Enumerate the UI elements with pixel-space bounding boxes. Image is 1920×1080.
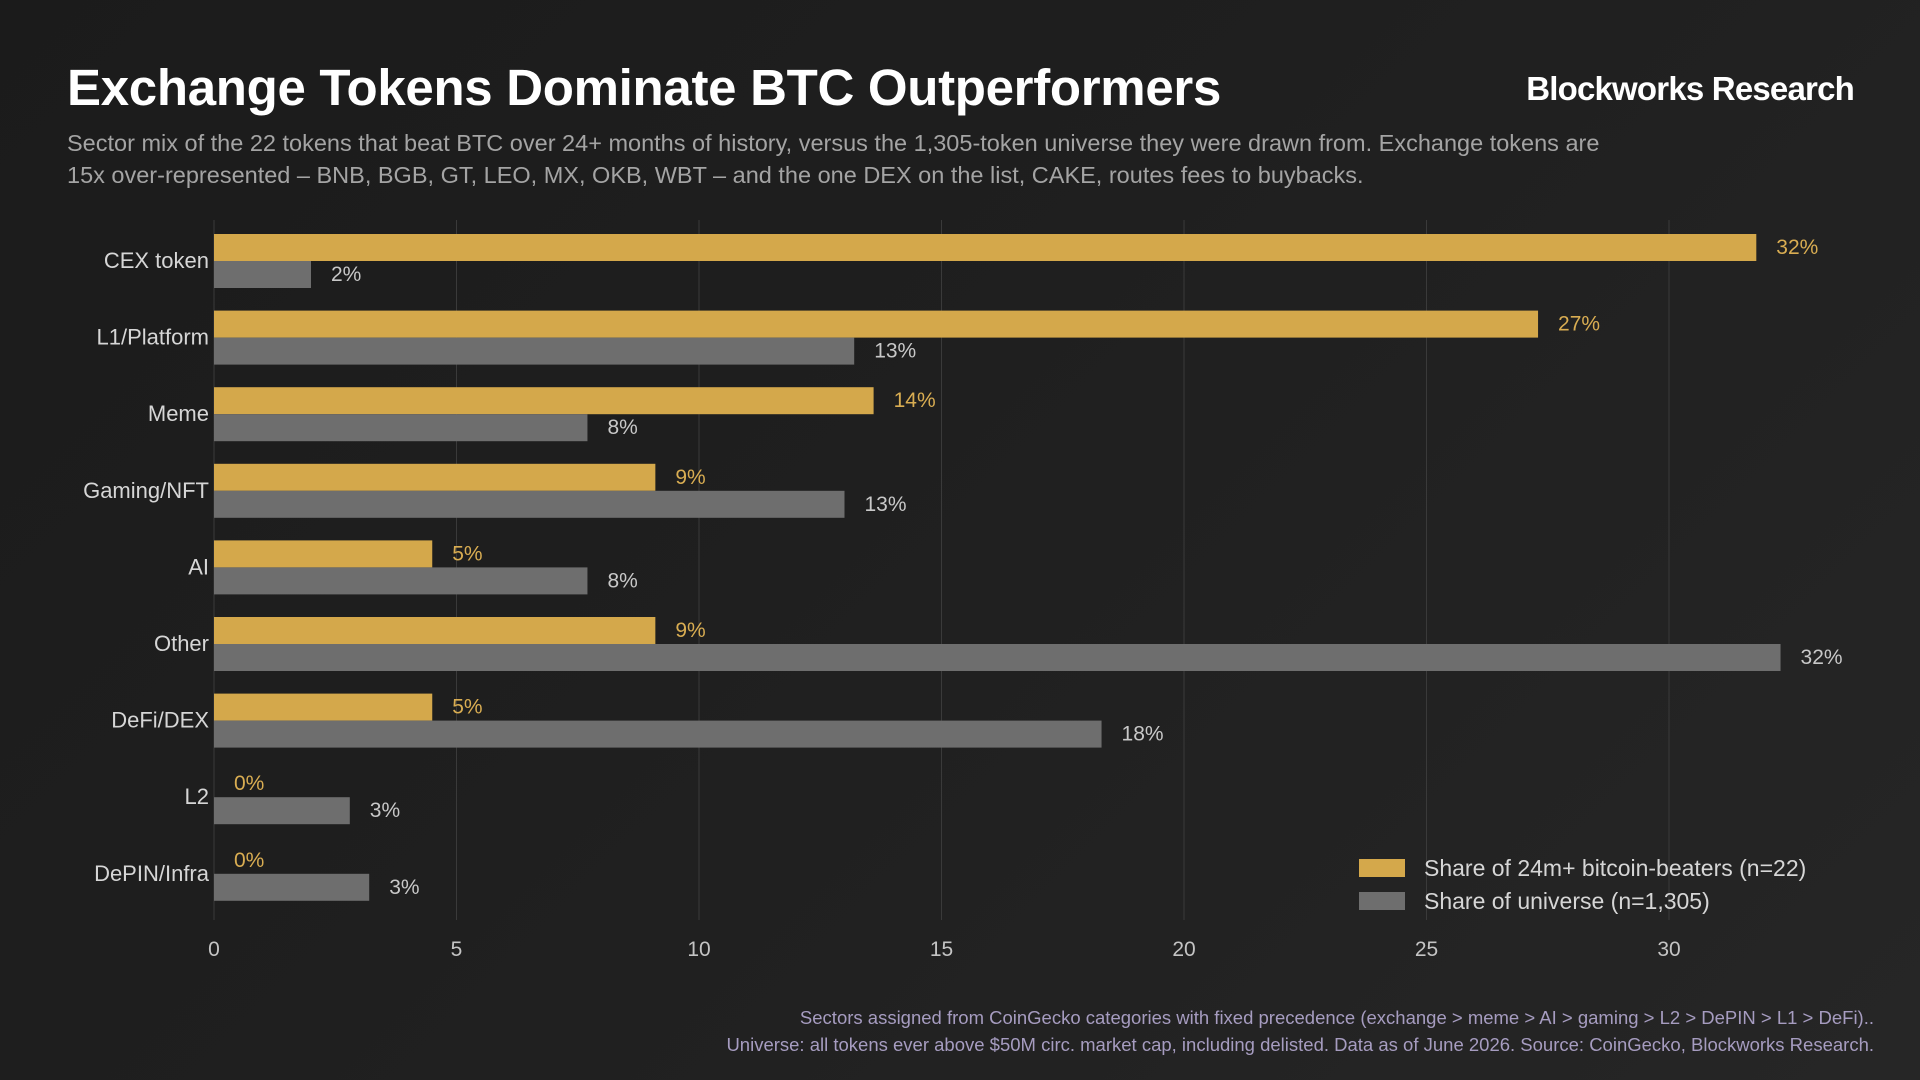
category-label: DeFi/DEX [111, 708, 209, 733]
bar-beaters-value-label: 14% [894, 389, 936, 412]
category-label: Meme [148, 401, 209, 426]
category-label: L1/Platform [97, 325, 210, 350]
bar-universe-value-label: 8% [607, 569, 637, 592]
bar-beaters-value-label: 0% [234, 772, 264, 795]
legend-label-beaters: Share of 24m+ bitcoin-beaters (n=22) [1424, 855, 1806, 881]
bar-universe [214, 644, 1781, 671]
bar-beaters [214, 617, 656, 644]
x-tick-label: 25 [1415, 938, 1438, 961]
bar-beaters-value-label: 5% [452, 542, 482, 565]
x-tick-label: 15 [930, 938, 953, 961]
legend-swatch-universe [1359, 892, 1405, 910]
bar-universe-value-label: 3% [389, 876, 419, 899]
x-tick-label: 20 [1172, 938, 1195, 961]
category-label: AI [188, 554, 209, 579]
bar-beaters-value-label: 9% [675, 619, 705, 642]
chart-subtitle: Sector mix of the 22 tokens that beat BT… [67, 130, 1600, 188]
category-label: Other [154, 631, 209, 656]
bar-universe-value-label: 13% [865, 493, 907, 516]
bar-universe [214, 414, 588, 442]
bar-universe-value-label: 2% [331, 263, 361, 286]
bar-beaters-value-label: 5% [452, 696, 482, 719]
legend-swatch-beaters [1359, 859, 1405, 877]
category-label: Gaming/NFT [83, 478, 209, 503]
bar-beaters [214, 387, 874, 415]
category-label: CEX token [104, 248, 209, 273]
bar-beaters [214, 234, 1757, 261]
x-tick-label: 10 [687, 938, 710, 961]
category-label: DePIN/Infra [94, 861, 210, 886]
bar-beaters [214, 310, 1539, 338]
x-tick-label: 5 [451, 938, 463, 961]
bar-beaters-value-label: 32% [1776, 236, 1818, 259]
bar-beaters [214, 693, 433, 721]
bar-beaters-value-label: 27% [1558, 313, 1600, 336]
bar-universe [214, 720, 1102, 748]
brand-logo-text: Blockworks Research [1526, 70, 1855, 107]
bar-universe [214, 490, 845, 518]
bar-universe [214, 567, 588, 595]
bar-beaters-value-label: 0% [234, 849, 264, 872]
category-label: L2 [185, 784, 209, 809]
footnote-line-1: Sectors assigned from CoinGecko categori… [799, 1007, 1874, 1028]
bar-universe-value-label: 8% [607, 416, 637, 439]
footnote: Sectors assigned from CoinGecko categori… [726, 1004, 1874, 1058]
bar-universe-value-label: 13% [874, 340, 916, 363]
bar-universe [214, 261, 311, 288]
bar-beaters [214, 540, 433, 568]
footnote-line-2: Universe: all tokens ever above $50M cir… [726, 1034, 1874, 1055]
legend-label-universe: Share of universe (n=1,305) [1424, 888, 1710, 914]
bar-beaters [214, 463, 656, 491]
x-tick-label: 0 [208, 938, 220, 961]
bar-universe-value-label: 18% [1122, 723, 1164, 746]
bar-universe [214, 873, 370, 901]
bar-universe [214, 797, 350, 825]
bar-universe-value-label: 32% [1801, 646, 1843, 669]
chart-title: Exchange Tokens Dominate BTC Outperforme… [67, 59, 1222, 116]
bar-universe-value-label: 3% [370, 799, 400, 822]
bar-universe [214, 337, 855, 365]
x-tick-label: 30 [1657, 938, 1680, 961]
bar-beaters-value-label: 9% [675, 466, 705, 489]
